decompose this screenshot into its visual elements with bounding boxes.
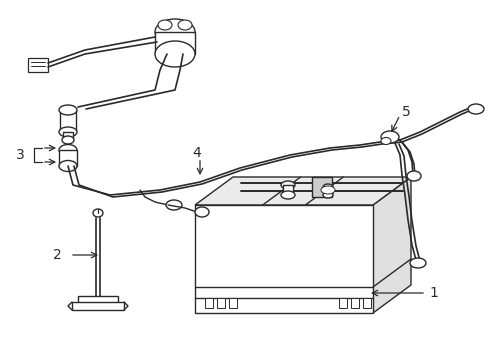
Text: 4: 4	[192, 146, 201, 160]
Polygon shape	[372, 177, 410, 313]
Ellipse shape	[281, 181, 294, 189]
Bar	[350, 298, 358, 308]
Ellipse shape	[165, 200, 182, 210]
Ellipse shape	[155, 41, 195, 67]
Text: 5: 5	[401, 105, 410, 119]
Ellipse shape	[62, 136, 74, 144]
Ellipse shape	[59, 161, 77, 171]
Text: 2: 2	[53, 248, 61, 262]
Ellipse shape	[59, 105, 77, 115]
Ellipse shape	[323, 192, 332, 198]
Ellipse shape	[380, 131, 398, 143]
Bar	[59, 150, 77, 166]
Polygon shape	[78, 296, 118, 304]
Ellipse shape	[158, 20, 172, 30]
Bar	[217, 298, 224, 308]
Ellipse shape	[406, 171, 420, 181]
Bar	[63, 132, 73, 140]
Polygon shape	[28, 58, 48, 72]
Ellipse shape	[323, 184, 332, 190]
Polygon shape	[311, 177, 331, 197]
Ellipse shape	[281, 191, 294, 199]
Ellipse shape	[178, 20, 192, 30]
Ellipse shape	[409, 258, 425, 268]
Bar	[338, 298, 346, 308]
Bar	[324, 187, 331, 195]
Polygon shape	[195, 205, 372, 313]
Ellipse shape	[93, 209, 103, 217]
Ellipse shape	[59, 127, 77, 137]
Ellipse shape	[195, 207, 208, 217]
Ellipse shape	[467, 104, 483, 114]
Text: 1: 1	[428, 286, 437, 300]
Text: 3: 3	[16, 148, 25, 162]
Bar	[283, 185, 292, 195]
Bar	[60, 110, 76, 132]
Bar	[362, 298, 370, 308]
Ellipse shape	[380, 138, 390, 144]
Bar	[155, 32, 195, 54]
Polygon shape	[72, 302, 124, 310]
Bar	[228, 298, 237, 308]
Ellipse shape	[155, 19, 195, 45]
Ellipse shape	[320, 186, 334, 194]
Polygon shape	[195, 177, 410, 205]
Bar	[204, 298, 213, 308]
Ellipse shape	[59, 144, 77, 156]
